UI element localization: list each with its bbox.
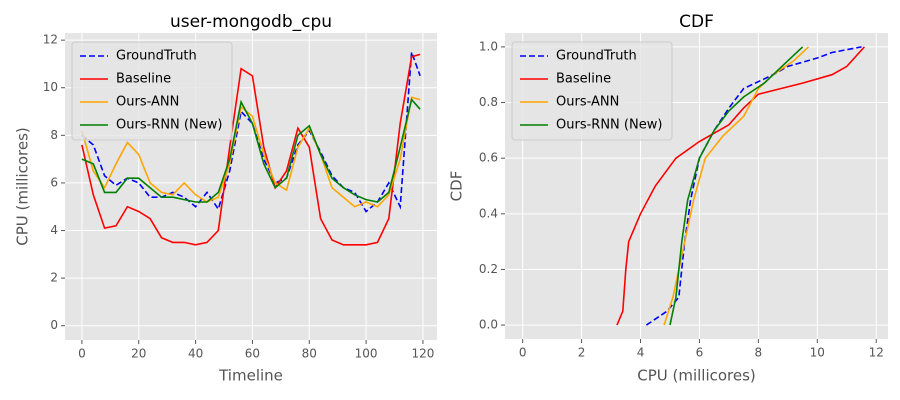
y-tick-label: 2 — [50, 271, 58, 285]
chart-title: user-mongodb_cpu — [170, 12, 332, 32]
x-tick-label: 0 — [519, 346, 527, 360]
legend-label: GroundTruth — [556, 49, 637, 64]
x-tick-label: 4 — [637, 346, 645, 360]
series-line — [669, 46, 804, 326]
y-axis-label: CDF — [448, 171, 466, 202]
x-tick-label: 10 — [810, 346, 825, 360]
legend: GroundTruth Baseline Ours-ANN Ours-RNN (New… — [71, 41, 233, 141]
legend-label: Baseline — [116, 72, 171, 87]
series-line — [81, 51, 421, 213]
x-tick-label: 2 — [578, 346, 586, 360]
series-line — [81, 53, 421, 246]
legend-box — [511, 41, 673, 141]
legend-box — [71, 41, 233, 141]
legend: GroundTruth Baseline Ours-ANN Ours-RNN (New… — [511, 41, 673, 141]
y-axis-label: CPU (millicores) — [14, 127, 32, 246]
legend-label: GroundTruth — [116, 49, 197, 64]
y-tick-label: 0.6 — [479, 151, 498, 165]
x-tick-label: 6 — [696, 346, 704, 360]
legend-label: Ours-ANN — [556, 95, 619, 110]
legend-label: Ours-RNN (New) — [556, 118, 662, 133]
y-tick-label: 0 — [50, 318, 58, 332]
x-tick-label: 100 — [355, 347, 378, 361]
chart-title: CDF — [679, 12, 714, 32]
y-tick-label: 1.0 — [479, 39, 498, 53]
x-axis-label: CPU (millicores) — [637, 367, 756, 385]
series-line — [645, 46, 862, 326]
series-line — [616, 46, 865, 326]
y-tick-label: 4 — [50, 223, 58, 237]
x-tick-label: 120 — [411, 347, 434, 361]
y-tick-label: 0.4 — [479, 206, 498, 220]
series-line — [81, 96, 421, 208]
y-tick-label: 10 — [43, 80, 58, 94]
x-tick-label: 80 — [302, 347, 317, 361]
x-tick-label: 8 — [755, 346, 763, 360]
y-tick-label: 8 — [50, 128, 58, 142]
x-tick-label: 12 — [869, 346, 884, 360]
x-tick-label: 20 — [131, 347, 146, 361]
legend-label: Ours-ANN — [116, 95, 179, 110]
x-tick-label: 40 — [188, 347, 203, 361]
x-tick-label: 0 — [78, 347, 86, 361]
series-line — [81, 97, 421, 203]
x-axis-label: Timeline — [218, 367, 283, 385]
y-tick-label: 0.8 — [479, 95, 498, 109]
y-tick-label: 0.0 — [479, 318, 498, 332]
legend-label: Baseline — [556, 72, 611, 87]
y-tick-label: 6 — [50, 175, 58, 189]
y-tick-label: 0.2 — [479, 262, 498, 276]
x-tick-label: 60 — [245, 347, 260, 361]
legend-label: Ours-RNN (New) — [116, 118, 222, 133]
y-tick-label: 12 — [43, 33, 58, 47]
